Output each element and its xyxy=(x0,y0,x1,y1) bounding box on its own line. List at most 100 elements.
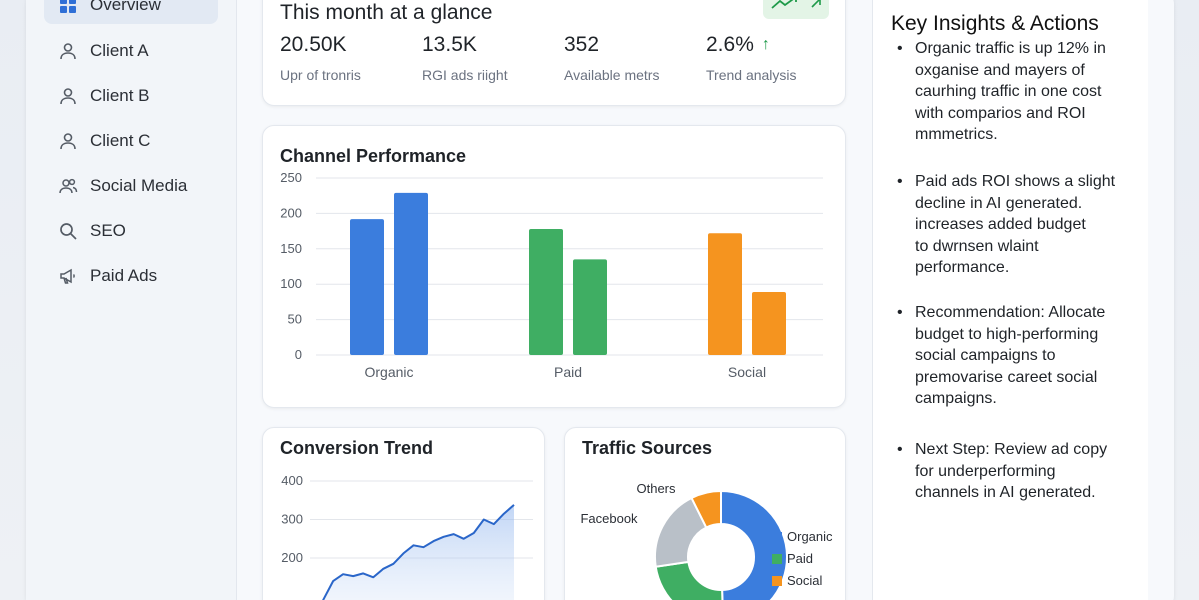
sidebar-item-overview[interactable]: Overview xyxy=(44,0,218,24)
legend-swatch-social xyxy=(772,576,782,586)
insight-line: channels in AI generated. xyxy=(915,484,1096,501)
trend-up-icon xyxy=(770,0,800,16)
channel-performance-chart: 0 50 100 150 200 250 Organic Paid Social xyxy=(280,170,823,380)
stat-label: Trend analysis xyxy=(706,67,797,83)
insight-line: to dwrnsen wlaint xyxy=(915,237,1039,255)
x-tick-label: Paid xyxy=(554,364,582,380)
insight-item-2: Paid ads ROI shows a slight decline in A… xyxy=(897,171,1133,279)
insight-line: campaigns. xyxy=(915,390,997,407)
insight-line: oxganise and mayers of xyxy=(915,61,1085,79)
trend-line xyxy=(322,504,515,600)
sidebar-item-seo[interactable]: SEO xyxy=(44,212,218,250)
search-icon xyxy=(58,221,78,241)
stat-label: Upr of tronris xyxy=(280,67,361,83)
sidebar-item-label: Client C xyxy=(90,131,151,150)
y-tick-label: 50 xyxy=(288,312,302,327)
insight-line: Recommendation: Allocate xyxy=(915,304,1106,321)
y-tick-label: 150 xyxy=(280,241,302,256)
stat-value: 20.50K xyxy=(280,33,347,56)
user-icon xyxy=(58,131,78,151)
traffic-title: Traffic Sources xyxy=(582,438,713,458)
insight-line: Next Step: Review ad copy xyxy=(915,441,1108,458)
legend-label-organic: Organic xyxy=(787,529,833,544)
insights-title: Key Insights & Actions xyxy=(891,12,1099,35)
glance-card: This month at a glance 20.50K Upr of tro… xyxy=(262,0,846,106)
trend-badge[interactable] xyxy=(763,0,829,19)
legend-label-paid: Paid xyxy=(787,551,813,566)
insight-line: performance. xyxy=(915,259,1010,276)
insight-line: decline in AI generated. xyxy=(915,194,1083,212)
insight-line: social campaigns to xyxy=(915,347,1056,364)
insight-line: Organic traffic is up 12% in xyxy=(915,40,1106,57)
insight-line: caurhing traffic in one cost xyxy=(915,83,1102,100)
sidebar-item-client-a[interactable]: Client A xyxy=(44,32,218,70)
traffic-sources-chart: Others Facebook Organic Paid Social xyxy=(580,481,833,600)
conversion-trend-card: Conversion Trend 200 300 400 xyxy=(262,427,545,600)
users-icon xyxy=(58,176,78,196)
up-arrow-icon: ↑ xyxy=(761,36,770,53)
bar-organic xyxy=(394,192,428,355)
y-tick-label: 200 xyxy=(280,205,302,220)
y-tick-label: 400 xyxy=(281,473,303,488)
insight-line: premovarise careet social xyxy=(915,368,1098,386)
insight-item-4: Next Step: Review ad copy for underperfo… xyxy=(897,439,1133,504)
x-tick-label: Social xyxy=(728,364,766,380)
stat-value-row: 2.6% ↑ xyxy=(706,33,797,57)
arrow-up-right-icon xyxy=(810,0,822,14)
grid-icon xyxy=(58,0,78,15)
conversion-trend-chart: 200 300 400 xyxy=(281,473,533,600)
bar-organic xyxy=(350,219,384,355)
insight-line: mmmetrics. xyxy=(915,126,998,143)
y-tick-label: 100 xyxy=(280,276,302,291)
sidebar-item-label: SEO xyxy=(90,221,126,240)
pie-label-facebook: Facebook xyxy=(580,511,638,526)
sidebar-item-label: Social Media xyxy=(90,176,188,195)
insight-line: Paid ads ROI shows a slight xyxy=(915,173,1116,190)
slice-others xyxy=(690,489,722,529)
insight-line: increases added budget xyxy=(915,216,1086,233)
legend-swatch-paid xyxy=(772,554,782,564)
stat-2: 13.5K RGI ads riight xyxy=(422,33,508,83)
slice-organic xyxy=(720,489,788,600)
y-tick-label: 0 xyxy=(295,347,302,362)
stat-label: RGI ads riight xyxy=(422,67,508,83)
y-tick-label: 300 xyxy=(281,512,303,527)
traffic-sources-card: Traffic Sources Others Facebook Organic Pai… xyxy=(564,427,846,600)
bar-paid xyxy=(529,228,563,355)
y-tick-label: 250 xyxy=(280,170,302,185)
sidebar-item-label: Client B xyxy=(90,86,150,105)
user-icon xyxy=(58,86,78,106)
stat-label: Available metrs xyxy=(564,67,660,83)
insight-line: budget to high-performing xyxy=(915,325,1099,343)
sidebar-item-social-media[interactable]: Social Media xyxy=(44,167,218,205)
stat-value: 352 xyxy=(564,33,600,56)
stat-4: 2.6% ↑ Trend analysis xyxy=(706,33,797,83)
sidebar: Overview Client A Client B Client C Soci… xyxy=(26,0,237,600)
legend-label-social: Social xyxy=(787,573,823,588)
insights-panel: Key Insights & Actions Organic traffic i… xyxy=(872,0,1148,600)
sidebar-item-paid-ads[interactable]: Paid Ads xyxy=(44,257,218,295)
channel-title: Channel Performance xyxy=(280,146,467,166)
insight-item-3: Recommendation: Allocate budget to high-… xyxy=(897,302,1133,410)
insight-line: for underperforming xyxy=(915,462,1056,480)
user-icon xyxy=(58,41,78,61)
x-tick-label: Organic xyxy=(364,364,413,380)
pie-label-others: Others xyxy=(636,481,676,496)
channel-performance-card: Channel Performance 0 50 100 150 200 250 Organ… xyxy=(262,125,846,408)
sidebar-item-client-b[interactable]: Client B xyxy=(44,77,218,115)
stat-3: 352 Available metrs xyxy=(564,33,659,83)
sidebar-item-label: Client A xyxy=(90,41,149,60)
y-tick-label: 200 xyxy=(281,550,303,565)
glance-title: This month at a glance xyxy=(280,1,493,24)
sidebar-item-client-c[interactable]: Client C xyxy=(44,122,218,160)
stat-value: 2.6% xyxy=(706,33,754,56)
insight-line: with comparios and ROI xyxy=(915,104,1086,122)
sidebar-item-label: Overview xyxy=(90,0,161,14)
bar-paid xyxy=(573,259,607,355)
stat-1: 20.50K Upr of tronris xyxy=(280,33,361,83)
stat-value: 13.5K xyxy=(422,33,477,56)
bar-social xyxy=(752,291,786,355)
bar-social xyxy=(708,233,742,355)
trend-area xyxy=(323,504,514,600)
slice-paid xyxy=(654,560,724,600)
